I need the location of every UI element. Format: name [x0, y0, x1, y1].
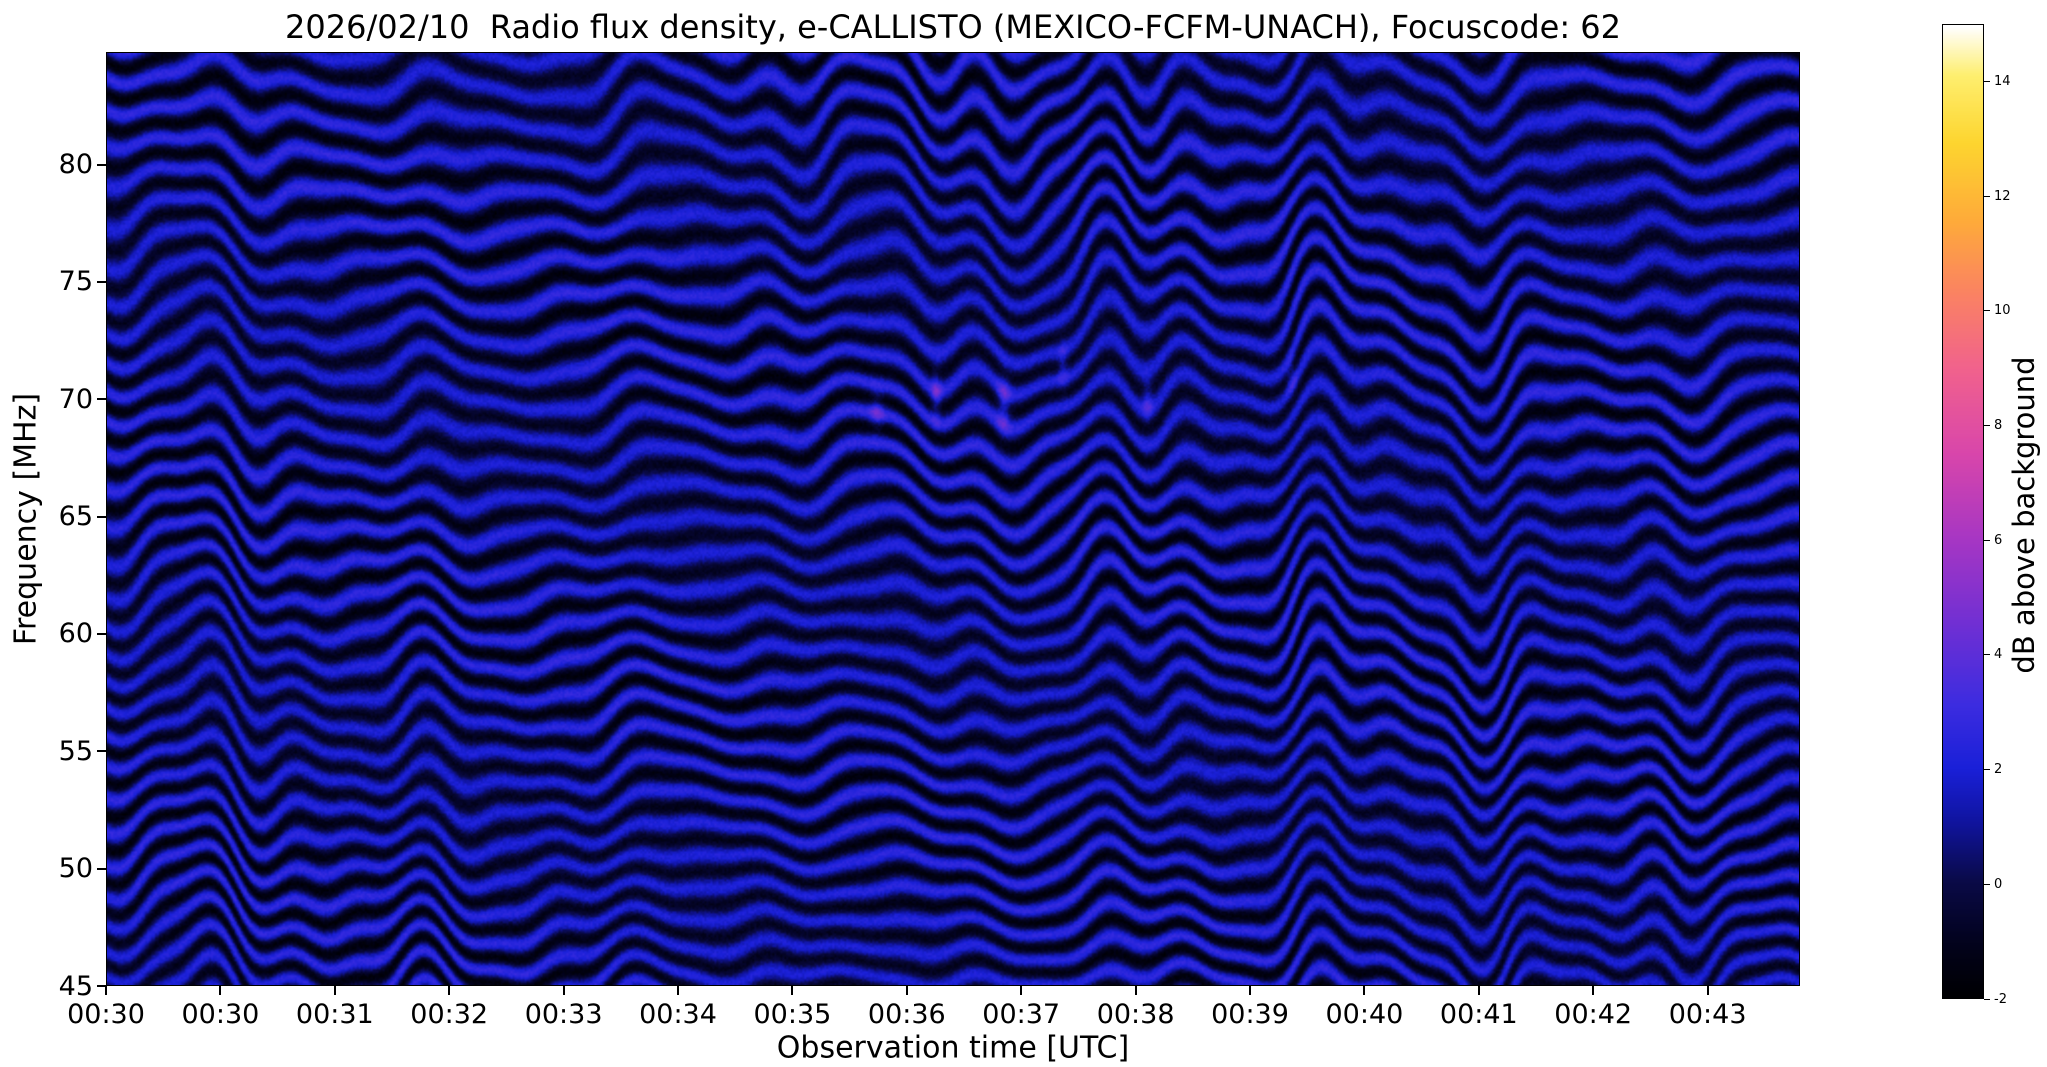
- x-tick-label: 00:41: [1439, 999, 1518, 1030]
- x-tick-label: 00:32: [410, 999, 489, 1030]
- y-tick-mark: [97, 163, 106, 166]
- colorbar-tick-mark: [1984, 769, 1990, 771]
- x-tick-label: 00:40: [1325, 999, 1404, 1030]
- colorbar-tick-mark: [1984, 80, 1990, 82]
- y-tick-mark: [97, 632, 106, 635]
- y-tick-mark: [97, 985, 106, 987]
- colorbar-gradient: [1943, 25, 1983, 998]
- x-tick-mark: [105, 986, 107, 995]
- colorbar-tick-label: 8: [1994, 417, 2003, 433]
- x-axis-label: Observation time [UTC]: [776, 1030, 1130, 1066]
- x-tick-label: 00:38: [1096, 999, 1175, 1030]
- colorbar-tick-label: -2: [1994, 991, 2007, 1007]
- y-tick-label: 60: [58, 618, 93, 650]
- y-tick-mark: [97, 515, 106, 518]
- colorbar-tick-mark: [1984, 539, 1990, 541]
- chart-title: 2026/02/10 Radio flux density, e-CALLIST…: [285, 8, 1621, 46]
- x-tick-label: 00:36: [867, 999, 946, 1030]
- colorbar-tick-mark: [1984, 310, 1990, 312]
- x-tick-mark: [677, 986, 679, 995]
- y-tick-mark: [97, 280, 106, 283]
- x-tick-mark: [1020, 986, 1023, 995]
- plot-area: [106, 52, 1800, 986]
- x-tick-label: 00:37: [982, 999, 1061, 1030]
- y-tick-mark: [97, 750, 106, 753]
- spectrogram-heatmap: [107, 53, 1799, 985]
- colorbar-tick-mark: [1984, 654, 1990, 656]
- colorbar-tick-label: 14: [1994, 73, 2011, 89]
- y-tick-mark: [97, 398, 106, 401]
- x-tick-mark: [1477, 986, 1480, 995]
- x-tick-mark: [1249, 986, 1251, 995]
- y-tick-label: 70: [58, 383, 93, 415]
- colorbar: [1942, 24, 1984, 999]
- colorbar-tick-mark: [1984, 195, 1990, 197]
- colorbar-tick-label: 0: [1994, 876, 2003, 892]
- y-tick-label: 80: [58, 149, 93, 181]
- x-tick-label: 00:43: [1668, 999, 1747, 1030]
- y-tick-mark: [97, 867, 106, 870]
- y-tick-label: 75: [58, 266, 93, 298]
- colorbar-tick-label: 6: [1994, 532, 2003, 548]
- x-tick-mark: [1363, 986, 1366, 995]
- x-tick-mark: [333, 986, 336, 995]
- x-tick-label: 00:30: [181, 999, 260, 1030]
- x-tick-label: 00:39: [1211, 999, 1289, 1030]
- y-tick-label: 65: [58, 501, 93, 533]
- colorbar-tick-label: 2: [1994, 762, 2003, 778]
- x-tick-mark: [1592, 986, 1595, 995]
- x-tick-mark: [1134, 986, 1137, 995]
- x-tick-mark: [905, 986, 908, 995]
- colorbar-tick-mark: [1984, 998, 1990, 1000]
- x-tick-mark: [1706, 986, 1709, 995]
- colorbar-tick-mark: [1984, 424, 1990, 426]
- y-tick-label: 50: [58, 853, 93, 885]
- x-tick-label: 00:34: [639, 999, 717, 1030]
- colorbar-tick-label: 12: [1994, 188, 2011, 204]
- colorbar-tick-mark: [1984, 883, 1990, 885]
- y-tick-label: 55: [58, 735, 93, 767]
- x-tick-label: 00:33: [524, 999, 603, 1030]
- x-tick-label: 00:42: [1554, 999, 1633, 1030]
- x-tick-label: 00:30: [67, 999, 145, 1030]
- x-tick-mark: [562, 986, 565, 995]
- x-tick-mark: [791, 986, 794, 995]
- x-tick-label: 00:31: [295, 999, 374, 1030]
- y-tick-label: 45: [58, 970, 93, 1002]
- colorbar-label: dB above background: [2007, 356, 2041, 674]
- x-tick-label: 00:35: [753, 999, 832, 1030]
- x-tick-mark: [219, 986, 222, 995]
- colorbar-tick-label: 10: [1994, 303, 2011, 319]
- colorbar-tick-label: 4: [1994, 647, 2003, 663]
- x-tick-mark: [448, 986, 451, 995]
